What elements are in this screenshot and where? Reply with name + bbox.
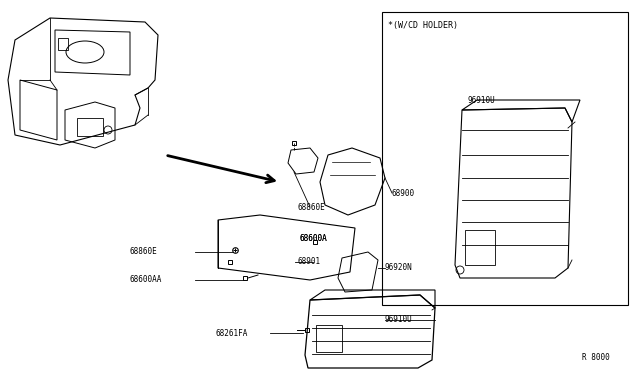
Text: 96910U: 96910U (468, 96, 496, 105)
Text: 68600AA: 68600AA (130, 276, 163, 285)
Text: *(W/CD HOLDER): *(W/CD HOLDER) (388, 20, 458, 29)
Text: 68901: 68901 (298, 257, 321, 266)
Text: 68900: 68900 (392, 189, 415, 198)
Text: 96910U: 96910U (385, 315, 413, 324)
Text: 68261FA: 68261FA (215, 328, 248, 337)
Text: 68860E: 68860E (130, 247, 157, 257)
Text: 68600A: 68600A (300, 234, 328, 243)
Text: 68860E: 68860E (298, 202, 326, 212)
Text: R 8000: R 8000 (582, 353, 610, 362)
Text: 68600A: 68600A (300, 234, 328, 243)
Text: 96920N: 96920N (385, 263, 413, 273)
